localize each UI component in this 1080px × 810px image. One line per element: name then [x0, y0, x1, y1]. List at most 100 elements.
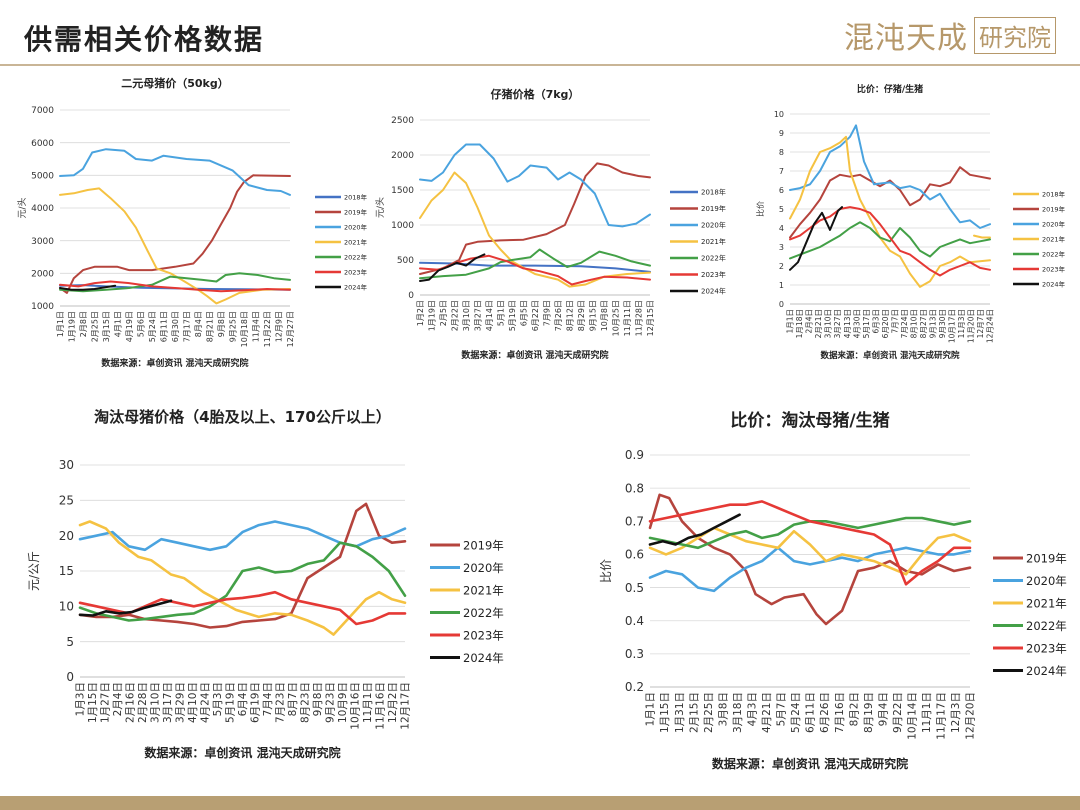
- x-tick-label: 3月27日: [473, 300, 482, 331]
- series-line-2021年: [78, 520, 407, 636]
- y-tick-label: 0: [408, 291, 414, 301]
- data-source-note: 数据来源：卓创资讯 混沌天成研究院: [712, 756, 908, 771]
- x-tick-label: 11月3日: [957, 309, 966, 338]
- x-tick-label: 5月17日: [862, 309, 871, 338]
- legend-label: 2020年: [701, 221, 726, 230]
- y-tick-label: 0.8: [625, 481, 644, 495]
- legend-label: 2024年: [1026, 664, 1067, 678]
- x-tick-label: 4月10日: [187, 682, 199, 723]
- x-tick-label: 6月11日: [159, 311, 168, 342]
- x-tick-label: 8月4日: [194, 311, 203, 337]
- y-axis-label: 元/公斤: [27, 551, 41, 591]
- y-tick-label: 9: [779, 129, 784, 138]
- y-tick-label: 0.4: [625, 614, 644, 628]
- y-tick-label: 10: [774, 110, 784, 119]
- y-tick-label: 0.5: [625, 581, 644, 595]
- legend-label: 2022年: [701, 254, 726, 263]
- series-line-2018年: [973, 234, 991, 239]
- legend-label: 2019年: [701, 204, 726, 213]
- legend-label: 2019年: [1042, 204, 1066, 213]
- y-tick-label: 2000: [391, 151, 414, 161]
- x-tick-label: 4月3日: [746, 692, 758, 726]
- legend-label: 2022年: [344, 252, 368, 261]
- x-tick-label: 3月10日: [150, 682, 162, 723]
- y-tick-label: 4: [779, 224, 784, 233]
- x-tick-label: 3月10日: [462, 300, 471, 331]
- y-tick-label: 0: [66, 670, 74, 684]
- y-tick-label: 0: [779, 300, 784, 309]
- y-tick-label: 0.9: [625, 448, 644, 462]
- legend-label: 2023年: [344, 267, 368, 276]
- series-line-2024年: [419, 253, 486, 282]
- x-tick-label: 9月25日: [228, 311, 237, 342]
- y-axis-label: 元/头: [17, 197, 28, 218]
- series-line-2020年: [419, 143, 651, 228]
- y-tick-label: 1: [779, 281, 784, 290]
- x-tick-label: 2月22日: [450, 300, 459, 331]
- legend-label: 2020年: [1026, 574, 1067, 588]
- x-tick-label: 8月2日: [848, 692, 860, 726]
- x-tick-label: 3月29日: [175, 682, 187, 723]
- legend-label: 2019年: [1026, 551, 1067, 565]
- brand-logo: 混沌天成 研究院: [844, 14, 1056, 56]
- y-tick-label: 4000: [31, 204, 54, 214]
- legend-label: 2018年: [1042, 189, 1066, 198]
- legend-label: 2024年: [1042, 279, 1066, 288]
- series-line-2023年: [59, 280, 291, 293]
- x-tick-label: 6月26日: [819, 692, 831, 733]
- x-tick-label: 8月27日: [919, 309, 928, 338]
- series-line-2024年: [648, 513, 741, 546]
- x-tick-label: 6月11日: [805, 692, 817, 733]
- x-tick-label: 2月4日: [805, 309, 814, 334]
- legend-label: 2024年: [344, 282, 368, 291]
- series-line-2022年: [59, 272, 291, 293]
- series-line-2024年: [59, 284, 117, 291]
- y-tick-label: 1000: [391, 221, 414, 231]
- x-tick-label: 7月23日: [275, 682, 287, 723]
- data-source-note: 数据来源：卓创资讯 混沌天成研究院: [101, 357, 248, 369]
- x-tick-label: 5月6日: [136, 311, 145, 337]
- chart-title: 仔猪价格（7kg）: [491, 87, 580, 101]
- x-tick-label: 6月5日: [519, 300, 528, 326]
- x-tick-label: 9月13日: [928, 309, 937, 338]
- y-axis-label: 比价: [599, 559, 613, 583]
- x-tick-label: 2月8日: [79, 311, 88, 337]
- x-tick-label: 10月14日: [906, 692, 918, 740]
- x-tick-label: 5月24日: [790, 692, 802, 733]
- chart-piglet-hog-ratio: 比价：仔猪/生猪 0 1 2 3 4 5 6 7 8 9 10 比价 1月1日 1月18日 2月4日 2月21日…: [755, 83, 1066, 361]
- y-tick-label: 30: [59, 458, 74, 472]
- x-tick-label: 11月22日: [263, 311, 272, 347]
- legend-label: 2021年: [1026, 596, 1067, 610]
- series-line-2019年: [78, 502, 407, 629]
- y-tick-label: 7000: [31, 106, 54, 116]
- y-tick-label: 0.3: [625, 647, 644, 661]
- x-tick-label: 1月2日: [416, 300, 425, 326]
- logo-main-text: 混沌天成: [844, 21, 968, 56]
- y-tick-label: 5: [779, 205, 784, 214]
- y-tick-label: 500: [397, 256, 414, 266]
- x-tick-label: 12月15日: [646, 300, 655, 336]
- x-tick-label: 1月19日: [67, 311, 76, 342]
- series-line-2019年: [59, 174, 291, 294]
- x-tick-label: 11月20日: [967, 309, 976, 343]
- footer-bar: [0, 796, 1080, 810]
- legend-label: 2022年: [1026, 619, 1067, 633]
- legend-label: 2021年: [344, 237, 368, 246]
- chart-cull-sow-hog-ratio: 比价：淘汰母猪/生猪 0.2 0.3 0.4 0.5 0.6 0.7 0.8 0.9 比价 1月1日…: [599, 410, 1067, 771]
- y-axis-label: 元/头: [375, 197, 386, 218]
- x-tick-label: 9月15日: [588, 300, 597, 331]
- x-tick-label: 12月27日: [286, 311, 295, 347]
- x-tick-label: 2月25日: [703, 692, 715, 733]
- x-tick-label: 9月22日: [892, 692, 904, 733]
- header-divider: [0, 64, 1080, 66]
- x-tick-label: 5月19日: [508, 300, 517, 331]
- series-line-2024年: [78, 599, 173, 617]
- chart-piglet-price: 仔猪价格（7kg） 0 500 1000 1500 2000 2500 元/头 1月2日 1月19…: [375, 87, 726, 361]
- x-tick-label: 8月19日: [863, 692, 875, 733]
- x-tick-label: 12月9日: [274, 311, 283, 342]
- x-tick-label: 3月18日: [732, 692, 744, 733]
- chart-gilt-price: 二元母猪价（50kg） 1000 2000 3000 4000 5000 6000 7000 元…: [17, 76, 368, 369]
- x-tick-label: 2月15日: [688, 692, 700, 733]
- legend-label: 2023年: [701, 270, 726, 279]
- series-line-2019年: [419, 162, 651, 275]
